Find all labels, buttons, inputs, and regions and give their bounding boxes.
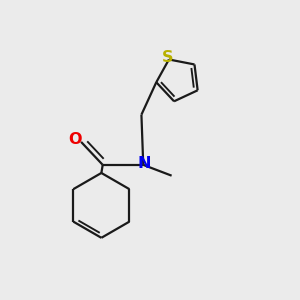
Text: N: N [137,156,151,171]
Text: S: S [162,50,173,65]
Text: O: O [68,132,82,147]
